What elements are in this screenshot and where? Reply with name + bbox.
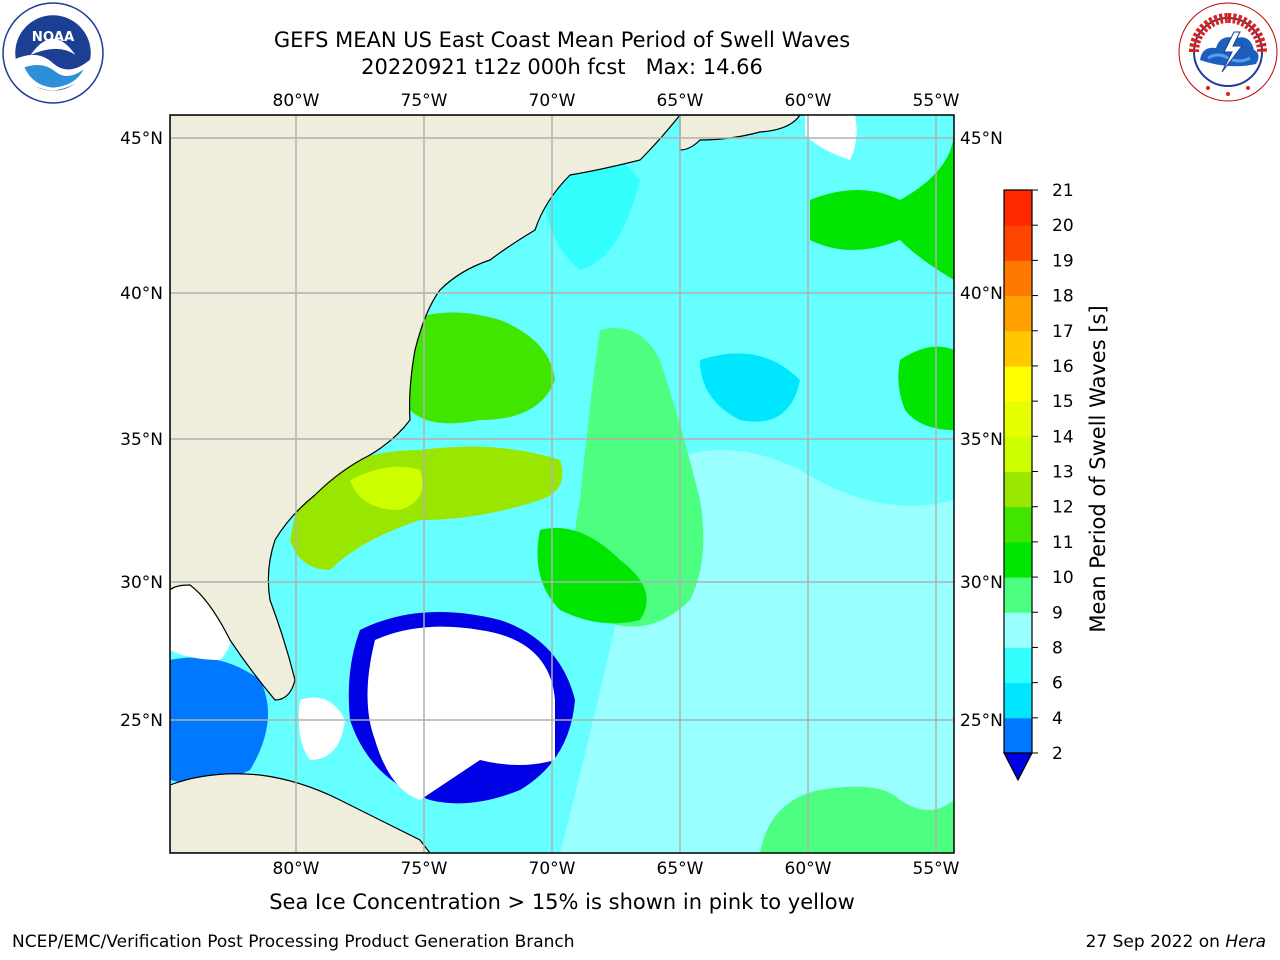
colorbar-tick-label: 17 <box>1052 322 1074 342</box>
lat-label-left: 25°N <box>120 711 163 731</box>
swell-band-14-peak <box>350 466 423 510</box>
colorbar-segment <box>1004 260 1032 297</box>
footer-branch: NCEP/EMC/Verification Post Processing Pr… <box>12 932 575 952</box>
colorbar-segment <box>1004 682 1032 719</box>
map-gridlines <box>170 115 954 853</box>
lat-labels-left: 45°N 40°N 35°N 30°N 25°N <box>120 129 163 731</box>
lat-label-right: 30°N <box>960 573 1003 593</box>
masked-florida-strait <box>298 697 345 760</box>
chart-title-line2: 20220921 t12z 000h fcst Max: 14.66 <box>361 55 763 79</box>
colorbar-tick-label: 12 <box>1052 498 1074 518</box>
lon-labels-top: 80°W 75°W 70°W 65°W 60°W 55°W <box>273 91 960 111</box>
colorbar-tick-label: 13 <box>1052 463 1074 483</box>
north-america-land <box>170 115 681 701</box>
colorbar-extend-min <box>1003 752 1033 782</box>
chart-title-line1: GEFS MEAN US East Coast Mean Period of S… <box>273 28 851 52</box>
colorbar-tick-label: 9 <box>1052 603 1063 623</box>
colorbar-segment <box>1004 717 1032 754</box>
nws-logo-icon <box>1178 2 1278 102</box>
lat-label-left: 35°N <box>120 430 163 450</box>
swell-band-10-12-ne <box>810 130 954 280</box>
lat-label-left: 30°N <box>120 573 163 593</box>
colorbar-segment <box>1004 190 1032 226</box>
colorbar-segment <box>1004 541 1032 578</box>
colorbar-tick-label: 6 <box>1052 674 1063 694</box>
colorbar-segment <box>1004 436 1032 472</box>
lon-label-bottom: 80°W <box>273 859 320 879</box>
masked-shallow-area <box>367 626 555 800</box>
svg-text:NOAA: NOAA <box>32 30 75 45</box>
lon-label-top: 80°W <box>273 91 320 111</box>
lon-labels-bottom: 80°W 75°W 70°W 65°W 60°W 55°W <box>273 859 960 879</box>
lat-label-right: 40°N <box>960 284 1003 304</box>
colorbar-segment <box>1004 577 1032 613</box>
lat-label-left: 40°N <box>120 284 163 304</box>
swell-band-6-8-center <box>700 353 800 422</box>
swell-band-10-12-east <box>898 346 954 430</box>
colorbar-segment <box>1004 612 1032 648</box>
colorbar-tick-label: 4 <box>1052 709 1063 729</box>
lon-label-bottom: 55°W <box>913 859 960 879</box>
colorbar-tick-label: 18 <box>1052 287 1074 307</box>
colorbar-segment <box>1004 506 1032 543</box>
footer-system: Hera <box>1225 932 1266 952</box>
lon-label-top: 55°W <box>913 91 960 111</box>
lon-label-bottom: 60°W <box>785 859 832 879</box>
map-area <box>170 115 954 853</box>
lat-label-right: 35°N <box>960 430 1003 450</box>
colorbar-segment <box>1004 225 1032 261</box>
colorbar-tick-label: 14 <box>1052 427 1074 447</box>
colorbar-tick-label: 19 <box>1052 251 1074 271</box>
lon-label-top: 75°W <box>401 91 448 111</box>
lat-label-right: 25°N <box>960 711 1003 731</box>
lat-labels-right: 45°N 40°N 35°N 30°N 25°N <box>960 129 1003 731</box>
lon-label-bottom: 75°W <box>401 859 448 879</box>
colorbar-tick-label: 8 <box>1052 638 1063 658</box>
footer-date-text: 27 Sep 2022 on <box>1085 932 1226 952</box>
colorbar-segment <box>1004 330 1032 367</box>
lon-label-top: 65°W <box>657 91 704 111</box>
colorbar-segment <box>1004 295 1032 332</box>
colorbar-tick-label: 15 <box>1052 392 1074 412</box>
colorbar-tick-label: 11 <box>1052 533 1074 553</box>
colorbar-tick-label: 20 <box>1052 216 1074 236</box>
colorbar-segment <box>1004 401 1032 437</box>
noaa-logo-icon: NOAA <box>2 2 104 104</box>
colorbar: 2 4 6 8 9 10 11 12 13 14 15 16 17 18 19 20 21 <box>1003 181 1074 782</box>
lat-label-left: 45°N <box>120 129 163 149</box>
lat-label-right: 45°N <box>960 129 1003 149</box>
map-frame <box>169 114 955 854</box>
colorbar-segment <box>1004 471 1032 508</box>
lon-label-top: 70°W <box>529 91 576 111</box>
colorbar-tick-label: 21 <box>1052 181 1074 201</box>
colorbar-tick-label: 16 <box>1052 357 1074 377</box>
lon-label-bottom: 70°W <box>529 859 576 879</box>
colorbar-tick-label: 10 <box>1052 568 1074 588</box>
swell-band-11-12-midatlantic <box>410 312 555 424</box>
colorbar-segment <box>1004 365 1032 402</box>
lon-label-top: 60°W <box>785 91 832 111</box>
lon-label-bottom: 65°W <box>657 859 704 879</box>
cuba-land <box>170 773 431 853</box>
swell-band-10-12-south <box>537 528 647 624</box>
colorbar-tick-label: 2 <box>1052 744 1063 764</box>
colorbar-segment <box>1004 647 1032 684</box>
colorbar-title: Mean Period of Swell Waves [s] <box>1086 305 1110 633</box>
footer-date: 27 Sep 2022 on Hera <box>1086 932 1266 952</box>
sea-ice-note: Sea Ice Concentration > 15% is shown in … <box>269 890 855 914</box>
